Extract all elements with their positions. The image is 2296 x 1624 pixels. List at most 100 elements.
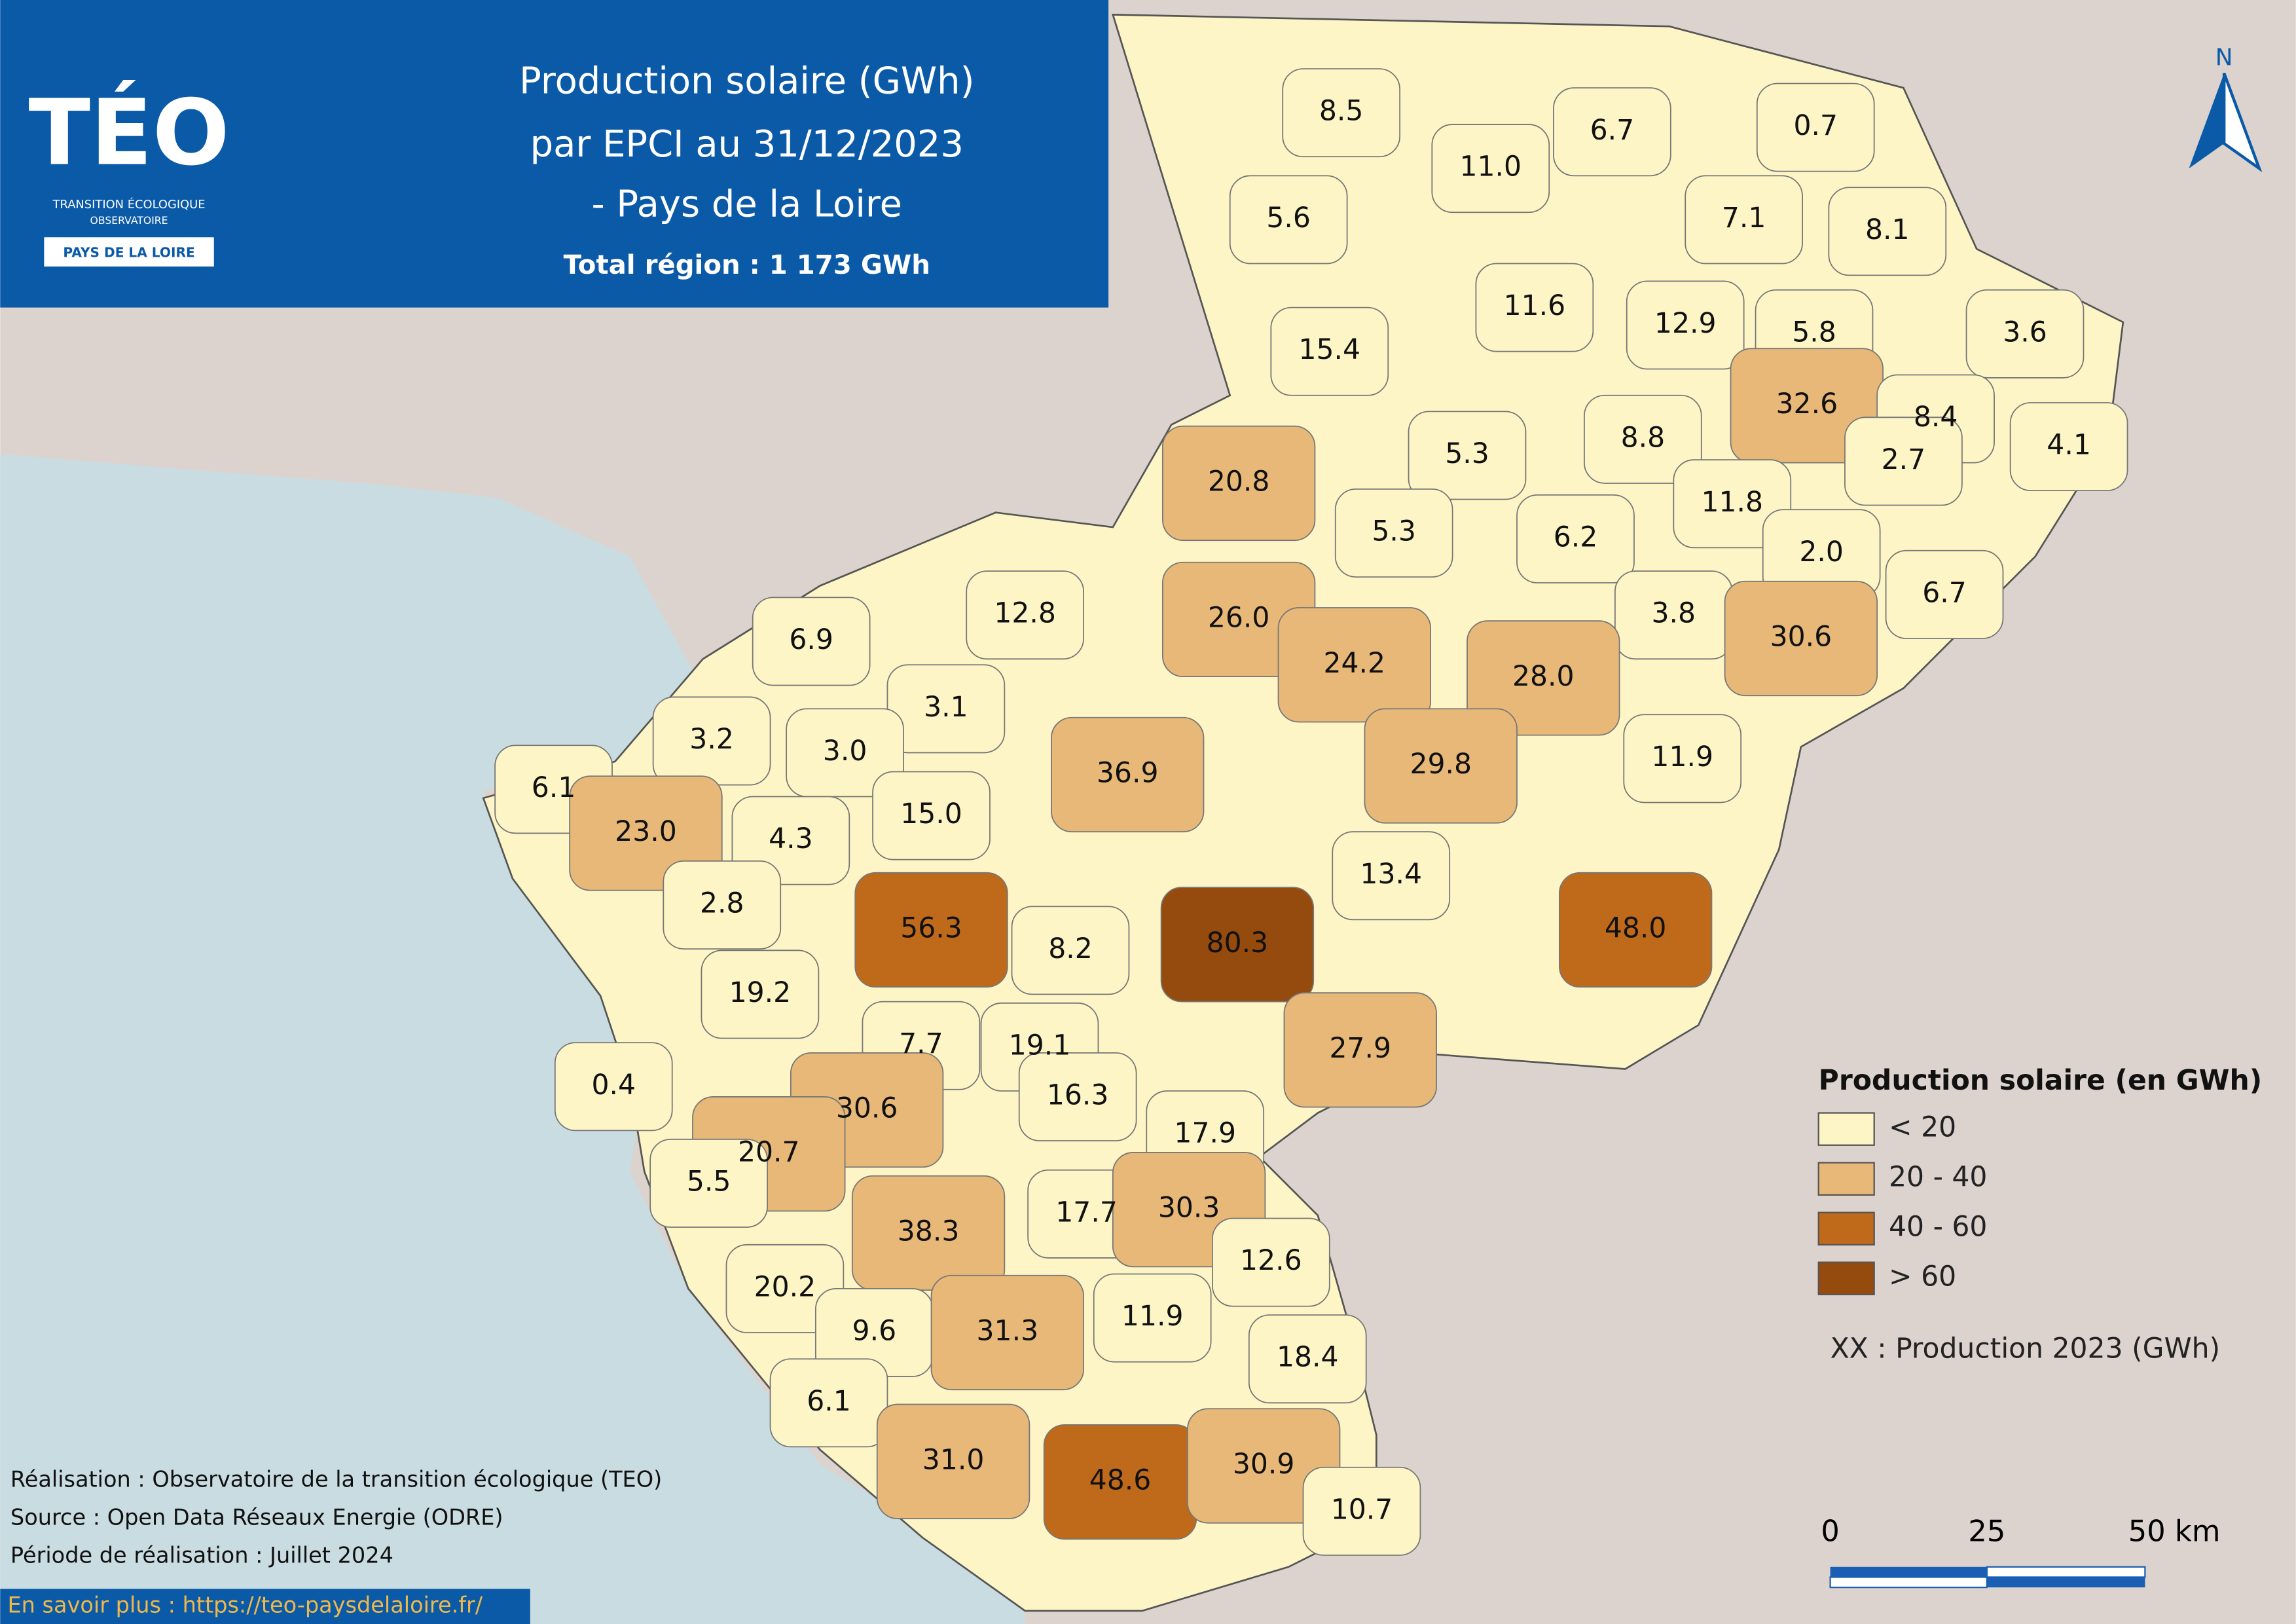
epci-label: 30.6	[836, 1093, 898, 1125]
epci-label: 26.0	[1208, 602, 1270, 634]
epci-label: 15.4	[1299, 334, 1361, 366]
epci-label: 3.8	[1652, 598, 1696, 630]
scale-bar	[1829, 1576, 1988, 1589]
logo-subtitle: TRANSITION ÉCOLOGIQUE	[52, 197, 206, 212]
epci-area	[1475, 263, 1594, 352]
epci-area	[1584, 394, 1702, 484]
epci-area	[1283, 992, 1437, 1108]
logo: TÉO	[29, 80, 230, 186]
epci-area	[554, 1042, 673, 1132]
north-label: N	[2215, 44, 2233, 71]
logo-subtitle: OBSERVATOIRE	[90, 214, 168, 227]
epci-label: 0.7	[1793, 110, 1838, 142]
epci-label: 5.5	[687, 1166, 731, 1198]
epci-area	[1553, 87, 1671, 177]
epci-area	[1248, 1314, 1367, 1404]
epci-label: 11.9	[1651, 741, 1713, 773]
epci-area	[1160, 887, 1315, 1003]
epci-label: 10.7	[1331, 1494, 1393, 1526]
epci-area	[1408, 411, 1527, 500]
epci-area	[1364, 708, 1518, 824]
legend-title: Production solaire (en GWh)	[1819, 1065, 2262, 1097]
epci-area	[1885, 549, 2004, 639]
epci-label: 3.0	[823, 735, 867, 767]
link[interactable]: En savoir plus : https://teo-paysdelaloi…	[7, 1593, 483, 1618]
epci-label: 8.1	[1865, 214, 1910, 246]
epci-area	[1673, 459, 1792, 549]
title: - Pays de la Loire	[592, 183, 903, 225]
scale-label: 50 km	[2128, 1513, 2221, 1548]
epci-area	[966, 570, 1084, 660]
epci-label: 2.7	[1882, 444, 1926, 476]
epci-label: 12.6	[1240, 1245, 1302, 1277]
epci-label: 7.7	[899, 1028, 943, 1060]
legend-label: 20 - 40	[1889, 1162, 1987, 1194]
title: Production solaire (GWh)	[519, 60, 974, 103]
scale-bar	[1986, 1577, 2145, 1588]
epci-area	[876, 1403, 1030, 1519]
epci-area	[1516, 494, 1635, 583]
scale-label: 0	[1821, 1513, 1839, 1548]
epci-area	[1756, 83, 1875, 172]
epci-label: 11.6	[1504, 290, 1566, 322]
epci-area	[1844, 416, 1963, 506]
epci-area	[1212, 1217, 1330, 1307]
epci-label: 19.2	[729, 977, 792, 1009]
epci-label: 19.1	[1009, 1029, 1071, 1061]
scale-label: 25	[1968, 1513, 2005, 1548]
epci-label: 29.8	[1410, 748, 1472, 781]
epci-label: 12.8	[994, 598, 1056, 630]
epci-area	[1332, 831, 1451, 921]
epci-area	[1229, 175, 1348, 265]
epci-area	[663, 860, 782, 950]
logo-region: PAYS DE LA LOIRE	[63, 244, 194, 260]
epci-area	[1270, 306, 1389, 396]
epci-area	[769, 1358, 888, 1448]
epci-label: 38.3	[898, 1215, 960, 1247]
epci-label: 9.6	[852, 1315, 897, 1347]
epci-area	[1685, 175, 1803, 265]
epci-label: 15.0	[900, 798, 962, 830]
epci-area	[1467, 620, 1620, 736]
epci-area	[854, 872, 1008, 988]
legend-label: 40 - 60	[1889, 1211, 1987, 1244]
epci-label: 30.6	[1770, 621, 1832, 654]
epci-area	[1051, 716, 1205, 833]
epci-area	[1282, 68, 1401, 158]
title: par EPCI au 31/12/2023	[530, 123, 964, 166]
epci-label: 30.3	[1158, 1192, 1220, 1225]
epci-label: 80.3	[1207, 927, 1269, 959]
epci-area	[851, 1175, 1006, 1291]
epci-label: 31.3	[977, 1315, 1039, 1347]
epci-label: 28.0	[1512, 661, 1575, 693]
epci-label: 17.7	[1055, 1196, 1118, 1228]
epci-label: 8.8	[1621, 422, 1666, 454]
epci-area	[1558, 872, 1713, 988]
epci-label: 0.4	[591, 1069, 636, 1101]
epci-area	[1093, 1273, 1212, 1363]
link-bar	[0, 1589, 530, 1624]
epci-label: 11.9	[1121, 1301, 1184, 1333]
epci-area	[872, 771, 991, 860]
epci-area	[1334, 489, 1453, 578]
epci-label: 2.8	[700, 888, 744, 920]
epci-label: 27.9	[1329, 1033, 1391, 1065]
epci-area	[1161, 425, 1316, 542]
epci-label: 8.4	[1914, 401, 1958, 434]
sea	[0, 454, 1025, 1624]
epci-label: 36.9	[1097, 757, 1159, 789]
epci-label: 48.6	[1089, 1465, 1152, 1497]
epci-label: 7.1	[1722, 202, 1766, 234]
epci-area	[649, 1138, 768, 1228]
epci-area	[1626, 280, 1745, 370]
epci-label: 20.7	[738, 1137, 800, 1169]
epci-label: 6.7	[1590, 115, 1635, 147]
epci-label: 8.5	[1319, 96, 1364, 128]
epci-label: 6.7	[1922, 577, 1967, 609]
epci-label: 5.6	[1266, 202, 1311, 234]
epci-label: 6.9	[789, 624, 833, 656]
legend-swatch	[1817, 1261, 1875, 1295]
north-arrow	[2222, 73, 2263, 173]
epci-label: 11.0	[1460, 151, 1522, 183]
epci-label: 3.2	[689, 724, 734, 756]
